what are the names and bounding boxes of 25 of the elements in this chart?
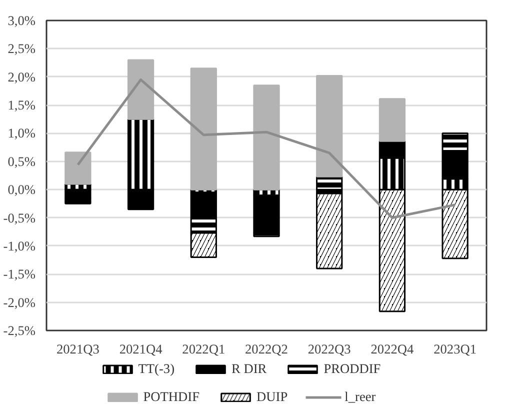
legend-label: l_reer xyxy=(344,389,376,405)
legend-label: PRODDIF xyxy=(324,361,381,377)
y-tick-label: -2,5% xyxy=(3,323,36,338)
legend-label: DUIP xyxy=(256,389,288,405)
y-tick-label: 2,5% xyxy=(8,41,36,56)
x-tick-label: 2021Q4 xyxy=(119,342,163,356)
legend-label: TT(-3) xyxy=(138,361,175,377)
y-tick-label: 1,0% xyxy=(8,126,36,141)
legend-label: POTHDIF xyxy=(143,389,200,405)
x-tick-label: 2022Q1 xyxy=(182,342,226,356)
y-tick-label: -1,0% xyxy=(3,238,36,254)
x-tick-label: 2023Q1 xyxy=(434,342,477,356)
y-tick-label: -1,5% xyxy=(3,266,36,282)
legend-label: R DIR xyxy=(232,361,267,377)
y-tick-label: 0,5% xyxy=(8,154,36,169)
y-tick-label: 1,5% xyxy=(8,98,36,113)
x-tick-label: 2022Q2 xyxy=(245,342,288,356)
y-tick-label: 2,0% xyxy=(8,69,36,84)
y-tick-label: 0,0% xyxy=(8,182,36,198)
x-tick-label: 2022Q4 xyxy=(370,342,414,356)
x-tick-label: 2021Q3 xyxy=(56,342,100,356)
y-tick-label: -0,5% xyxy=(3,210,36,226)
y-tick-label: 3,0% xyxy=(8,13,36,28)
x-tick-label: 2022Q3 xyxy=(308,342,352,356)
y-tick-label: -2,0% xyxy=(3,294,36,310)
